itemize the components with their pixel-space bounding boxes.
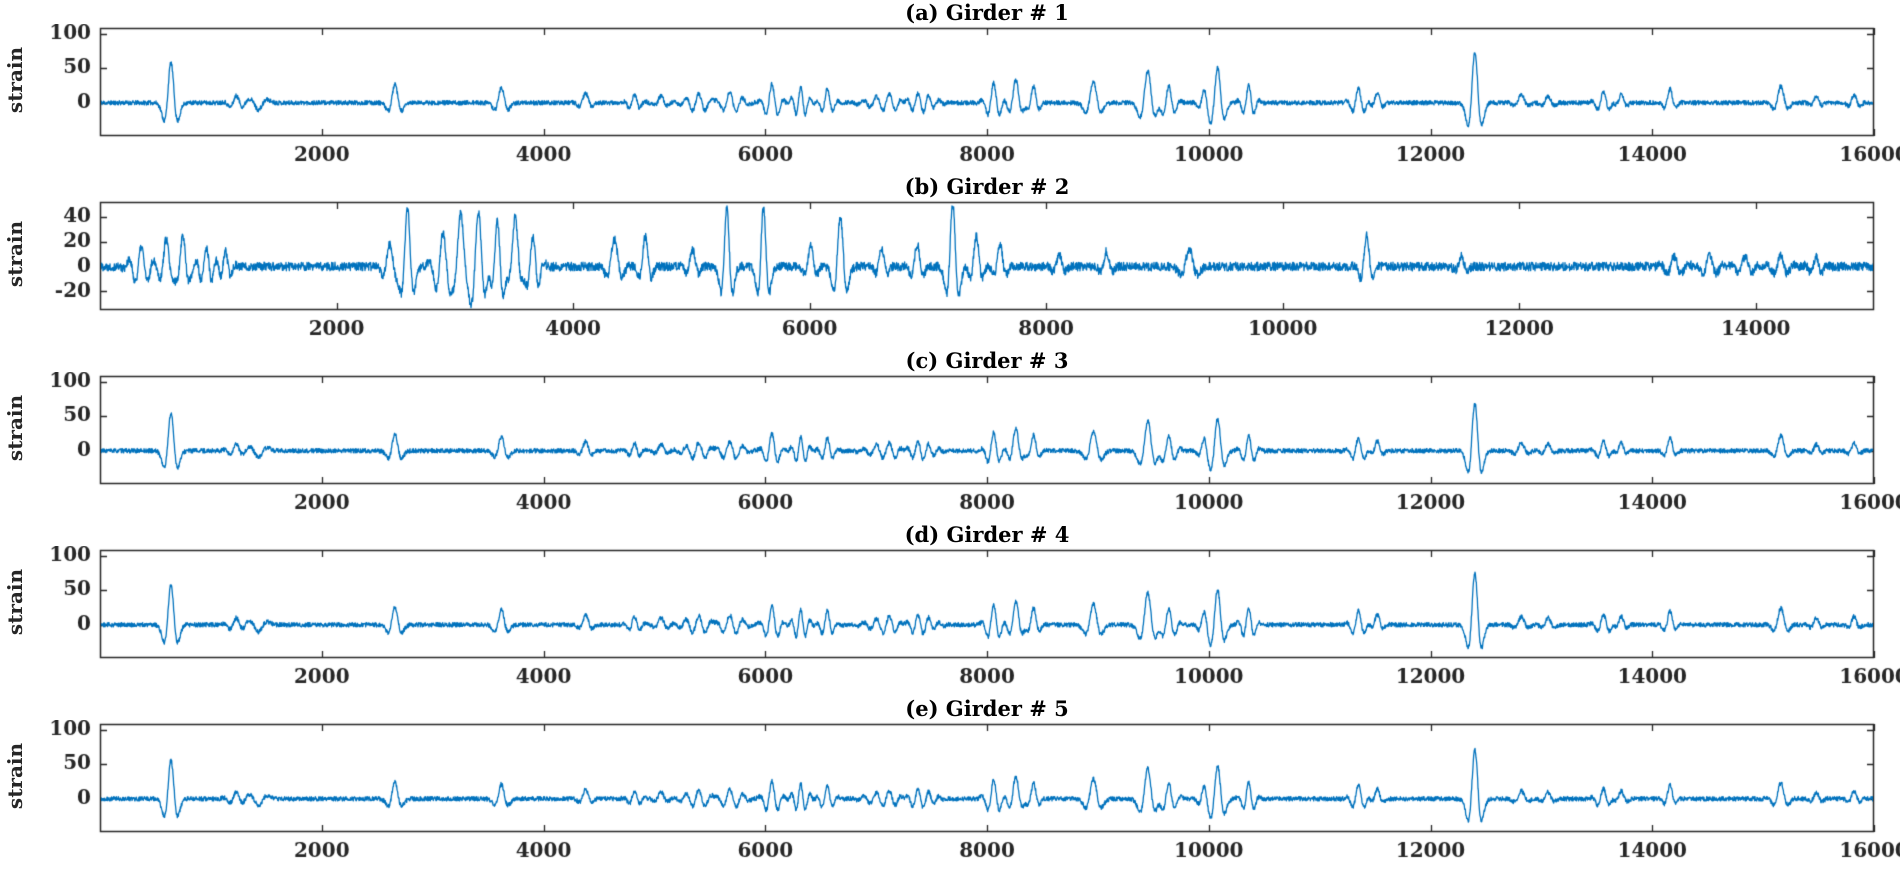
strain-plot-canvas-3 (0, 372, 1900, 522)
y-axis-label: strain (3, 46, 28, 114)
subplot-girder-4: (d) Girder # 4 strain (0, 522, 1900, 696)
subplot-girder-1: (a) Girder # 1 strain (0, 0, 1900, 174)
y-axis-label-wrap: strain (0, 720, 30, 832)
y-axis-label-wrap: strain (0, 546, 30, 658)
subplot-title: (b) Girder # 2 (904, 174, 1070, 199)
strain-plot-canvas-1 (0, 24, 1900, 174)
y-axis-label-wrap: strain (0, 24, 30, 136)
y-axis-label-wrap: strain (0, 198, 30, 310)
strain-plot-canvas-2 (0, 198, 1900, 348)
y-axis-label: strain (3, 394, 28, 462)
subplot-girder-3: (c) Girder # 3 strain (0, 348, 1900, 522)
subplot-title: (c) Girder # 3 (905, 348, 1069, 373)
subplot-title: (a) Girder # 1 (905, 0, 1069, 25)
subplot-girder-5: (e) Girder # 5 strain (0, 696, 1900, 870)
y-axis-label: strain (3, 742, 28, 810)
y-axis-label-wrap: strain (0, 372, 30, 484)
subplot-girder-2: (b) Girder # 2 strain (0, 174, 1900, 348)
y-axis-label: strain (3, 220, 28, 288)
subplot-title: (d) Girder # 4 (904, 522, 1070, 547)
strain-plot-canvas-4 (0, 546, 1900, 696)
strain-plot-canvas-5 (0, 720, 1900, 870)
y-axis-label: strain (3, 568, 28, 636)
subplot-title: (e) Girder # 5 (905, 696, 1069, 721)
